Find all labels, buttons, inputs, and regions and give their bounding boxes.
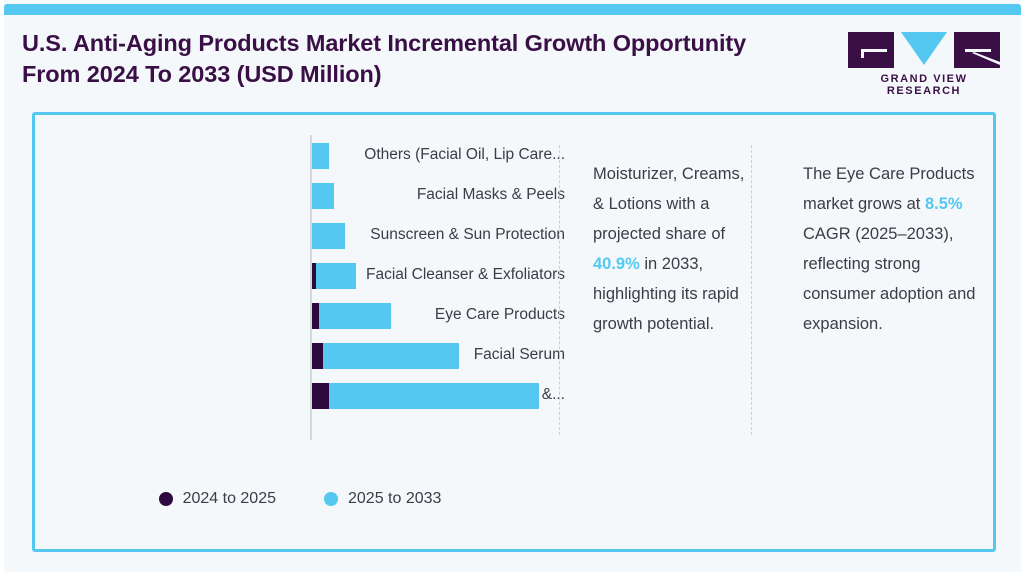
moisturizer-callout: Moisturizer, Creams, & Lotions with a pr… — [593, 159, 745, 339]
chart-frame: Others (Facial Oil, Lip Care... Facial Ma… — [32, 112, 996, 552]
legend-swatch-icon — [324, 492, 338, 506]
callout-highlight-value: 8.5% — [924, 195, 963, 213]
bar-row[interactable] — [312, 263, 356, 289]
category-axis-line — [310, 135, 312, 440]
callout-divider-2 — [751, 145, 752, 435]
bar-segment-2024-2025[interactable] — [312, 303, 319, 329]
legend-item[interactable]: 2025 to 2033 — [324, 490, 441, 508]
bar-row[interactable] — [312, 143, 329, 169]
bar-chart: Others (Facial Oil, Lip Care... Facial Ma… — [35, 115, 565, 475]
bar-segment-2025-2033[interactable] — [312, 183, 334, 209]
bar-segment-2025-2033[interactable] — [312, 143, 329, 169]
legend-label: 2024 to 2025 — [182, 490, 276, 507]
brand-logo-text: GRAND VIEW RESEARCH — [880, 73, 968, 97]
page-title: U.S. Anti-Aging Products Market Incremen… — [22, 30, 747, 87]
bar-segment-2024-2025[interactable] — [312, 383, 329, 409]
bar-segment-2025-2033[interactable] — [319, 303, 391, 329]
callout-text-post: in 2033, highlighting its rapid growth p… — [593, 255, 739, 333]
bar-segment-2024-2025[interactable] — [312, 263, 316, 289]
callout-text-post: CAGR (2025–2033), reflecting strong cons… — [803, 225, 976, 333]
bar-segment-2025-2033[interactable] — [312, 223, 345, 249]
bar-segment-2025-2033[interactable] — [323, 343, 459, 369]
callout-text-pre: Moisturizer, Creams, & Lotions with a pr… — [593, 165, 745, 243]
legend-label: 2025 to 2033 — [348, 490, 442, 507]
bar-segment-2025-2033[interactable] — [316, 263, 356, 289]
gvr-logo-icon — [848, 32, 1000, 68]
bar-row[interactable] — [312, 343, 459, 369]
bar-segment-2025-2033[interactable] — [329, 383, 539, 409]
callout-highlight-value: 40.9% — [593, 255, 640, 273]
bar-row[interactable] — [312, 183, 334, 209]
bar-segment-2024-2025[interactable] — [312, 343, 323, 369]
page-header: U.S. Anti-Aging Products Market Incremen… — [0, 15, 1017, 100]
eye-care-callout: The Eye Care Products market grows at 8.… — [803, 159, 988, 339]
page-edge-bottom — [0, 572, 1025, 577]
legend-item[interactable]: 2024 to 2025 — [158, 490, 276, 508]
category-label: Facial Masks & Peels — [416, 186, 565, 203]
bar-row[interactable] — [312, 383, 539, 409]
brand-logo: GRAND VIEW RESEARCH — [848, 32, 1000, 97]
callout-panels: Moisturizer, Creams, & Lotions with a pr… — [559, 145, 989, 445]
bar-row[interactable] — [312, 223, 345, 249]
callout-divider-1 — [559, 145, 560, 435]
chart-legend: 2024 to 2025 2025 to 2033 — [35, 490, 565, 508]
legend-swatch-icon — [158, 492, 173, 506]
bar-row[interactable] — [312, 303, 391, 329]
page-edge-left — [0, 0, 4, 577]
top-accent-bar — [4, 4, 1021, 15]
page-edge-right — [1021, 0, 1025, 577]
category-label: Others (Facial Oil, Lip Care... — [364, 146, 565, 163]
callout-text-pre: The Eye Care Products market grows at — [803, 165, 975, 213]
